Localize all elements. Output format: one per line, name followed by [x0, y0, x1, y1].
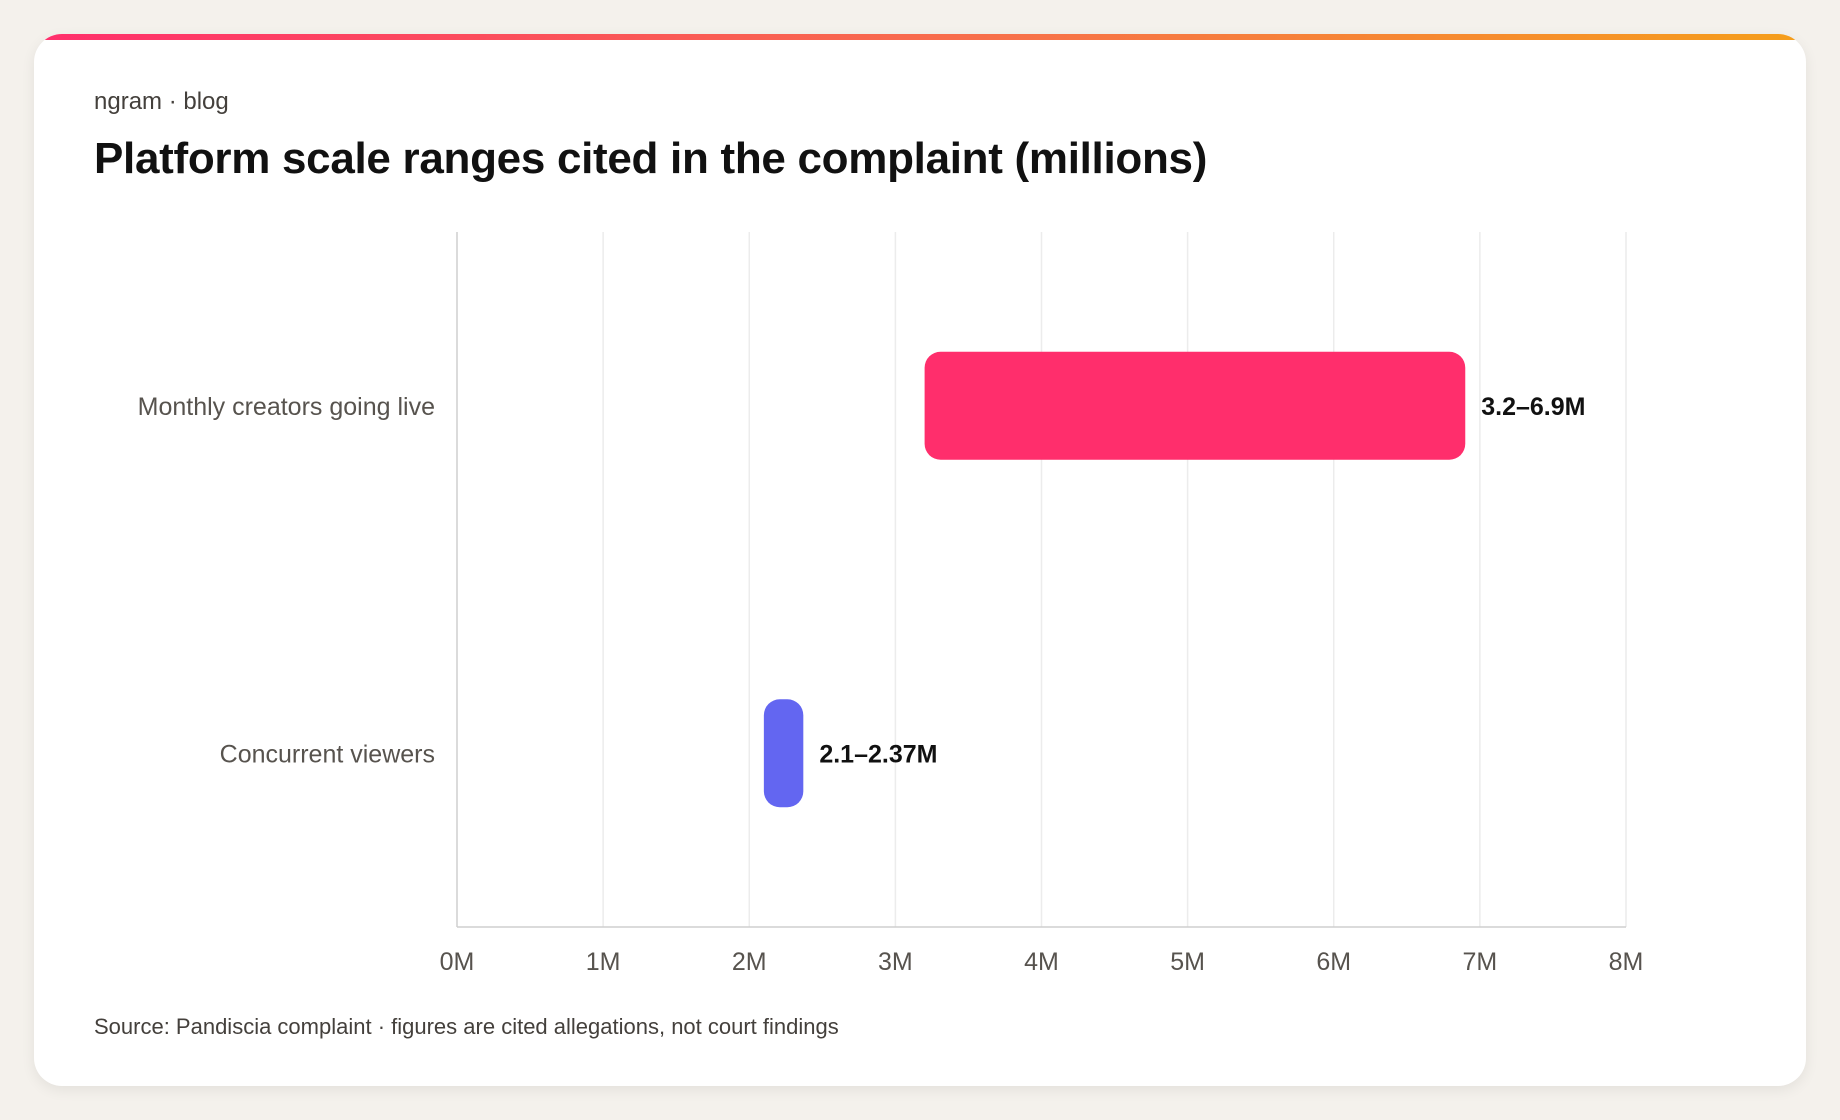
value-label: 2.1–2.37M — [819, 740, 937, 768]
source-note: Source: Pandiscia complaint · figures ar… — [94, 1014, 839, 1039]
x-tick-label: 4M — [1024, 948, 1059, 976]
range-bar — [924, 351, 1466, 460]
category-label: Monthly creators going live — [138, 393, 435, 421]
category-label: Concurrent viewers — [220, 740, 435, 768]
eyebrow: ngram · blog — [94, 88, 229, 115]
x-tick-label: 7M — [1463, 948, 1498, 976]
x-tick-label: 1M — [586, 948, 621, 976]
x-tick-label: 2M — [732, 948, 767, 976]
x-tick-label: 5M — [1170, 948, 1205, 976]
x-tick-label: 8M — [1609, 948, 1644, 976]
accent-bar — [34, 34, 1806, 40]
x-tick-label: 0M — [440, 948, 475, 976]
chart-card: ngram · blog Platform scale ranges cited… — [34, 34, 1806, 1086]
range-bar — [763, 699, 804, 808]
chart-title: Platform scale ranges cited in the compl… — [94, 134, 1208, 183]
x-tick-label: 3M — [878, 948, 913, 976]
value-label: 3.2–6.9M — [1481, 393, 1585, 421]
range-bar-chart: 0M 1M 2M 3M 4M 5M 6M 7M 8M 3.2–6.9M Monthly creato… — [138, 232, 1644, 976]
x-tick-label: 6M — [1316, 948, 1351, 976]
